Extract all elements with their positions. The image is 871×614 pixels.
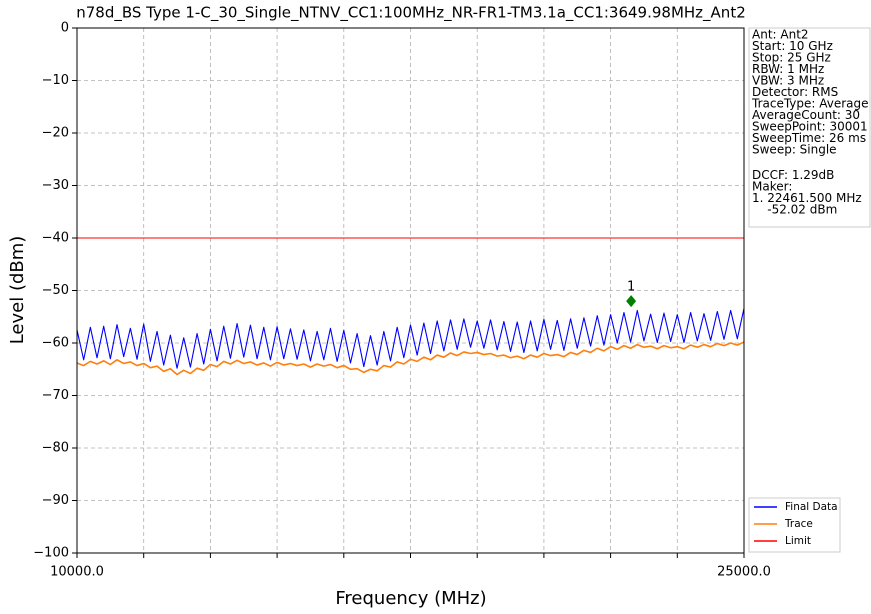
series-line <box>76 308 745 369</box>
info-line: Ant: Ant2 <box>752 28 809 42</box>
marker <box>626 295 637 308</box>
info-line: VBW: 3 MHz <box>752 74 824 88</box>
info-line: DCCF: 1.29dB <box>752 168 834 182</box>
legend-label: Final Data <box>785 501 838 513</box>
marker-label: 1 <box>627 280 635 295</box>
info-line: Maker: <box>752 179 792 193</box>
series-line <box>76 341 745 376</box>
info-line: RBW: 1 MHz <box>752 62 824 76</box>
info-line: TraceType: Average <box>751 97 869 111</box>
y-tick-label: −60 <box>42 336 69 351</box>
info-line: Detector: RMS <box>752 85 838 99</box>
x-tick-label: 10000.0 <box>50 565 104 580</box>
info-line: 1. 22461.500 MHz <box>752 191 862 205</box>
info-line: -52.02 dBm <box>752 202 837 216</box>
legend-label: Trace <box>784 518 813 530</box>
y-tick-label: −50 <box>42 283 69 298</box>
x-tick-label: 25000.0 <box>717 565 771 580</box>
info-line: SweepTime: 26 ms <box>752 131 866 145</box>
info-line: Stop: 25 GHz <box>752 51 831 65</box>
chart-title: n78d_BS Type 1-C_30_Single_NTNV_CC1:100M… <box>76 4 746 23</box>
info-line: AverageCount: 30 <box>752 108 860 122</box>
info-line: Start: 10 GHz <box>752 39 833 53</box>
y-tick-label: −10 <box>42 73 69 88</box>
info-box <box>748 27 871 228</box>
y-axis-label: Level (dBm) <box>7 236 28 345</box>
y-tick-label: −70 <box>42 388 69 403</box>
y-tick-label: −90 <box>42 493 69 508</box>
y-tick-label: 0 <box>61 21 69 36</box>
info-line: SweepPoint: 30001 <box>752 120 868 134</box>
y-tick-label: −20 <box>42 126 69 141</box>
legend-label: Limit <box>785 535 811 547</box>
x-axis-label: Frequency (MHz) <box>335 588 486 609</box>
plot-frame <box>76 27 745 554</box>
y-tick-label: −80 <box>42 441 69 456</box>
y-tick-label: −100 <box>33 546 69 561</box>
info-line: Sweep: Single <box>752 143 837 157</box>
y-tick-label: −40 <box>42 231 69 246</box>
y-tick-label: −30 <box>42 178 69 193</box>
